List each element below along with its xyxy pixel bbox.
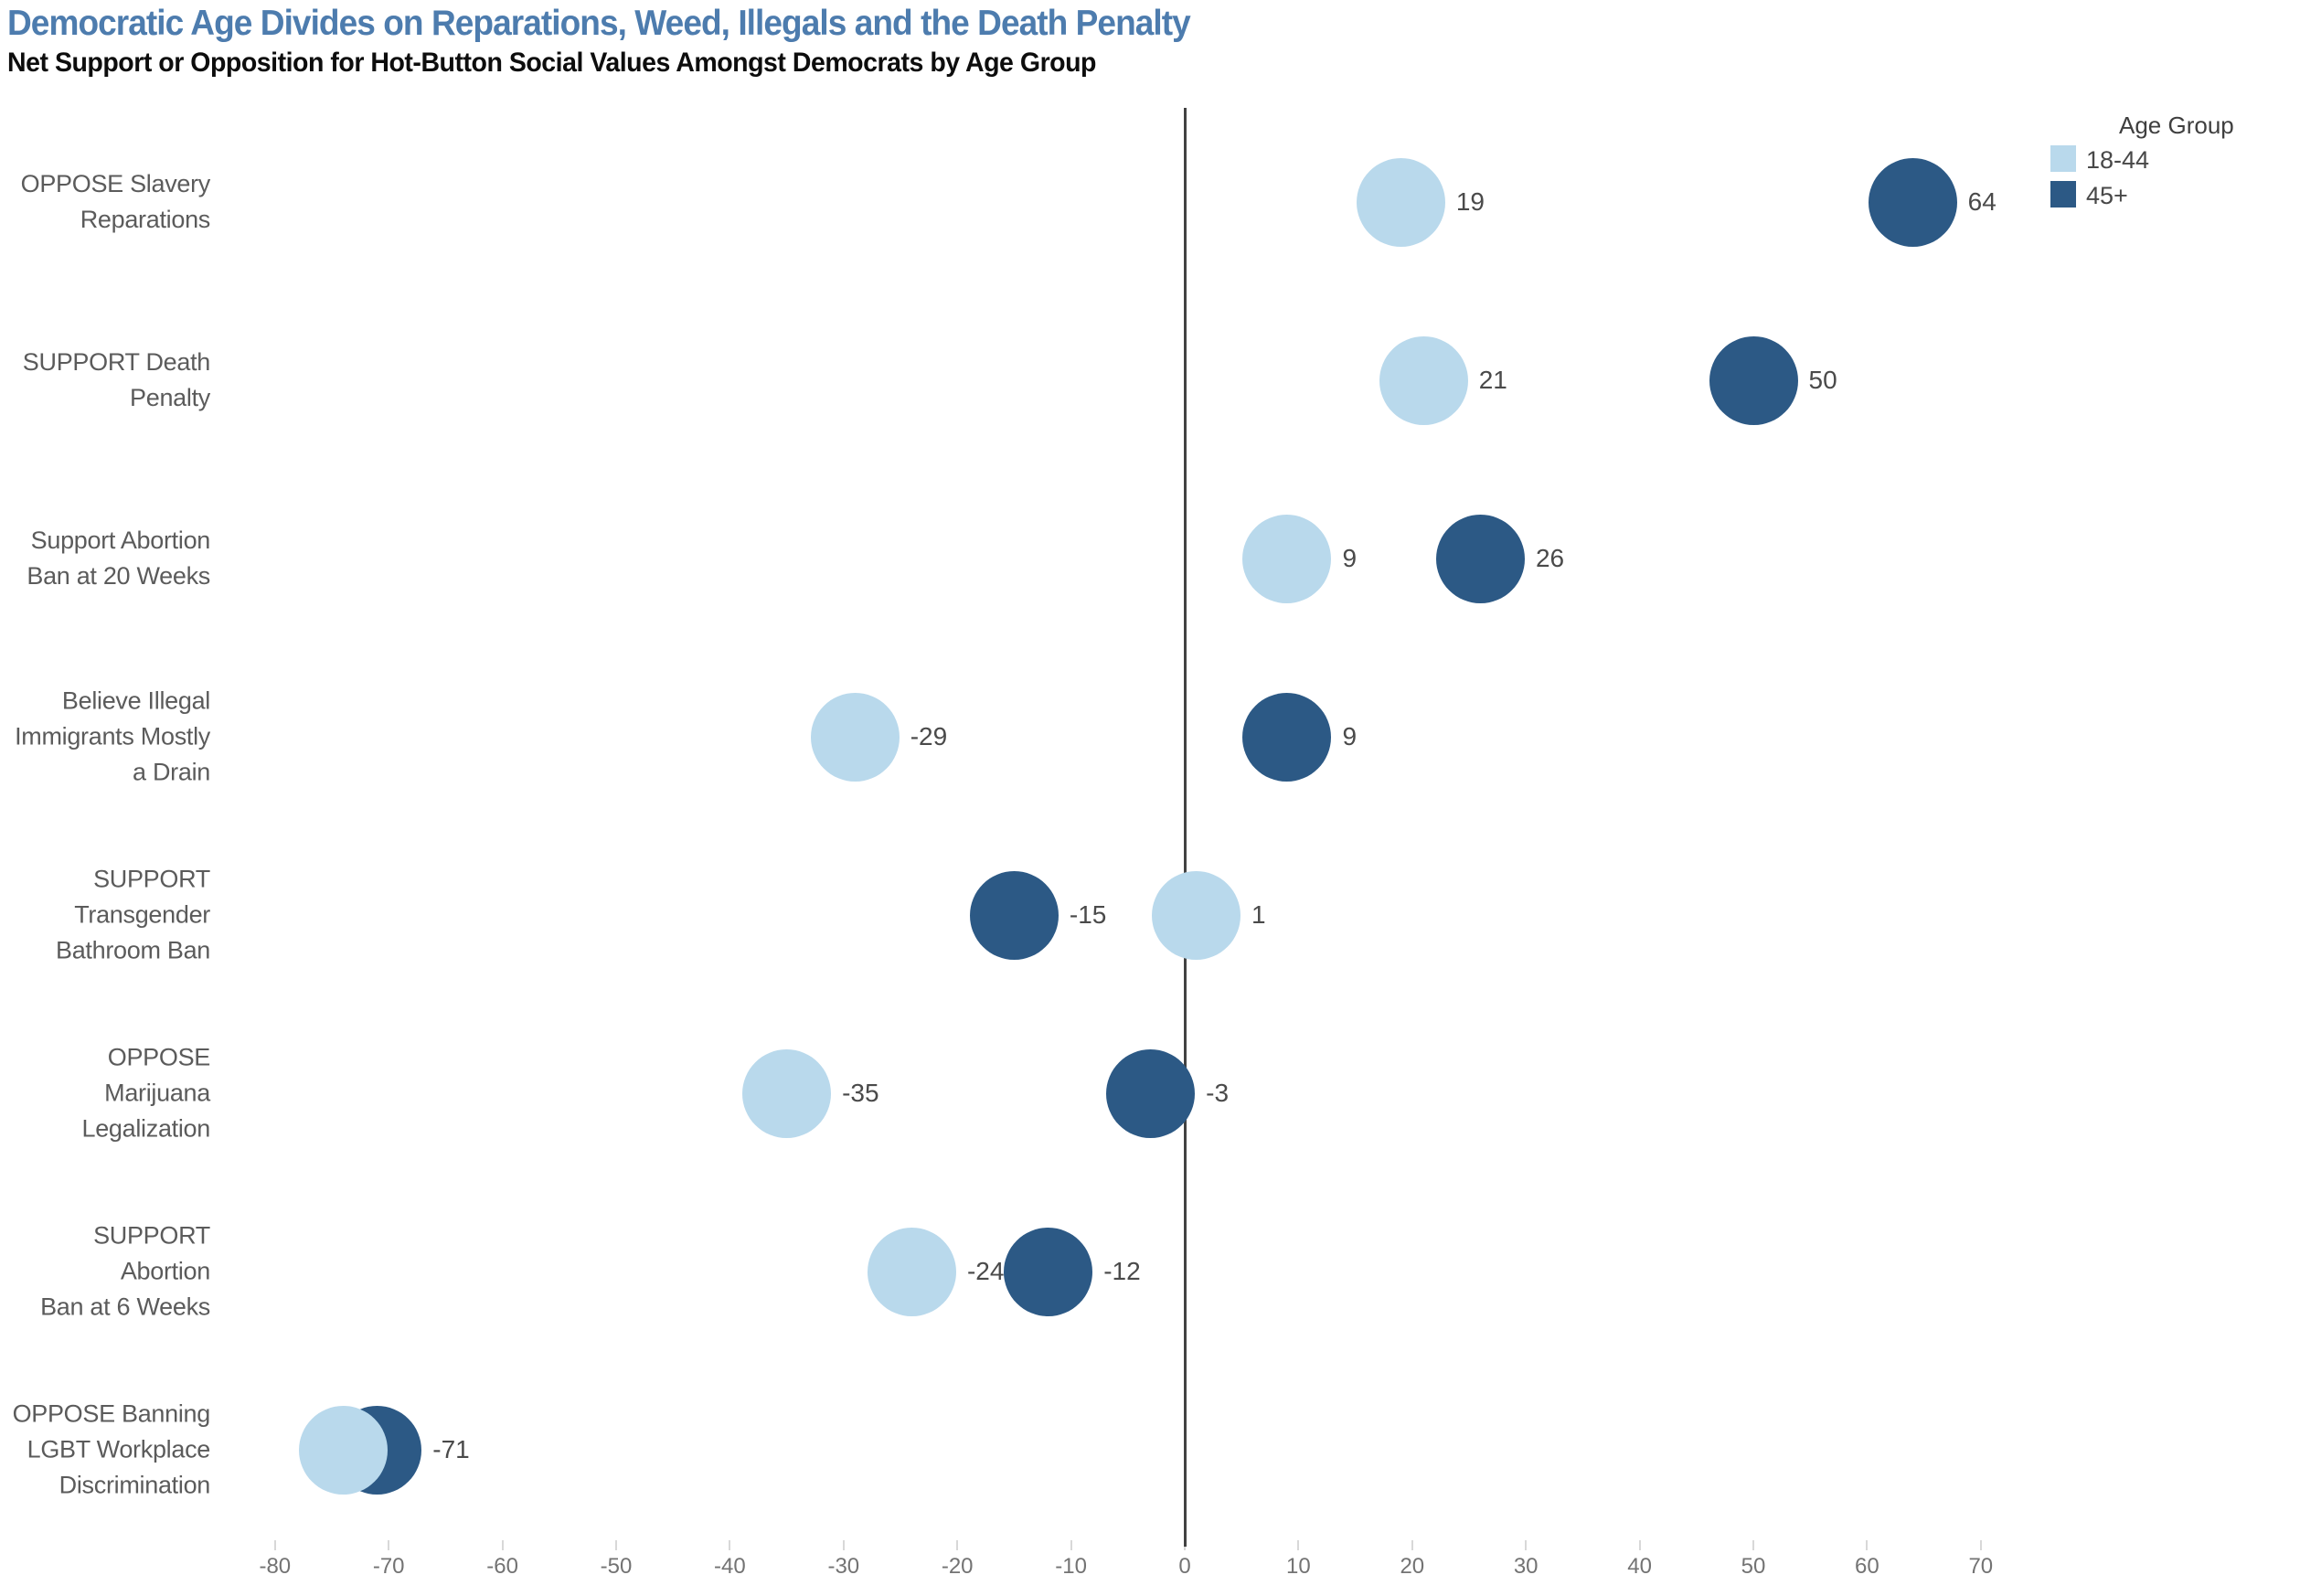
mark-circle-18-44[interactable] [1242, 514, 1332, 603]
mark-circle-45+[interactable] [1242, 692, 1332, 782]
category-label-line: Immigrants Mostly [15, 722, 210, 750]
x-axis-tick-label: -20 [941, 1554, 974, 1579]
category-label-line: OPPOSE Marijuana [104, 1043, 210, 1107]
category-label: OPPOSE Slavery Reparations [0, 166, 211, 238]
x-axis-tick [729, 1540, 731, 1550]
mark-circle-45+[interactable] [1868, 157, 1957, 247]
mark-circle-45+[interactable] [1106, 1048, 1196, 1138]
mark-circle-18-44[interactable] [1151, 870, 1241, 960]
category-label-line: OPPOSE Banning [12, 1399, 211, 1428]
category-label: SUPPORT Abortion Ban at 6 Weeks [0, 1218, 210, 1325]
mark-circle-45+[interactable] [1709, 335, 1798, 425]
category-label-line: Discrimination [59, 1471, 211, 1499]
value-label: -35 [842, 1079, 879, 1107]
x-axis-tick [1979, 1540, 1982, 1550]
x-axis-tick [1411, 1540, 1413, 1550]
category-label-line: Legalization [81, 1114, 210, 1143]
category-label-line: Transgender [74, 900, 210, 929]
value-label: -3 [1206, 1079, 1230, 1107]
value-label: -71 [432, 1435, 470, 1463]
legend-title: Age Group [2119, 112, 2234, 139]
mark-circle-45+[interactable] [969, 870, 1059, 960]
x-axis-tick [388, 1540, 390, 1550]
x-axis-tick-label: -50 [600, 1554, 633, 1579]
value-label: 21 [1478, 366, 1507, 394]
category-label-line: Penalty [130, 384, 210, 411]
x-axis-tick-label: 30 [1513, 1554, 1539, 1579]
mark-circle-18-44[interactable] [867, 1227, 956, 1316]
x-axis-tick-label: 0 [1178, 1554, 1191, 1579]
mark-circle-18-44[interactable] [810, 692, 900, 782]
x-axis-tick [615, 1540, 617, 1550]
value-label: -29 [910, 722, 948, 750]
category-label-line: SUPPORT [93, 865, 210, 893]
zero-axis-line [1183, 108, 1187, 1547]
value-label: 50 [1808, 366, 1837, 394]
category-label-line: OPPOSE Slavery [20, 170, 211, 197]
category-label: OPPOSE Marijuana Legalization [0, 1040, 210, 1147]
value-label: 1 [1251, 900, 1266, 929]
x-axis-tick [501, 1540, 504, 1550]
mark-circle-45+[interactable] [1435, 514, 1525, 603]
x-axis-tick-label: -70 [372, 1554, 405, 1579]
value-label: 9 [1342, 722, 1358, 750]
x-axis-tick-label: -80 [259, 1554, 292, 1579]
legend-swatch [2050, 145, 2076, 172]
category-label: Believe Illegal Immigrants Mostly a Drain [0, 684, 210, 791]
mark-circle-18-44[interactable] [1379, 335, 1468, 425]
category-label-line: Ban at 20 Weeks [27, 562, 210, 590]
x-axis-tick-label: -40 [714, 1554, 746, 1579]
mark-circle-18-44[interactable] [298, 1405, 388, 1495]
value-label: 9 [1342, 544, 1358, 572]
value-label: 64 [1967, 187, 1997, 216]
x-axis-tick [1752, 1540, 1754, 1550]
category-label-line: SUPPORT Death [22, 348, 211, 376]
category-label-line: LGBT Workplace [27, 1435, 211, 1463]
x-axis-tick-label: 10 [1286, 1554, 1311, 1579]
x-axis-tick [956, 1540, 959, 1550]
category-label: SUPPORT Transgender Bathroom Ban [0, 862, 210, 969]
category-label-line: SUPPORT Abortion [93, 1221, 210, 1285]
x-axis-tick [273, 1540, 276, 1550]
mark-circle-18-44[interactable] [1356, 157, 1445, 247]
x-axis-tick [1525, 1540, 1528, 1550]
value-label: -15 [1069, 900, 1107, 929]
value-label: 26 [1535, 544, 1565, 572]
x-axis-tick [1297, 1540, 1300, 1550]
x-axis-tick-label: -60 [486, 1554, 518, 1579]
chart-title: Democratic Age Divides on Reparations, W… [7, 4, 1191, 43]
chart-subtitle: Net Support or Opposition for Hot-Button… [7, 48, 1096, 78]
category-label-line: Bathroom Ban [56, 936, 210, 964]
mark-circle-45+[interactable] [1004, 1227, 1093, 1316]
value-label: -24 [966, 1257, 1005, 1285]
category-label-line: Ban at 6 Weeks [40, 1293, 210, 1321]
x-axis-tick [1070, 1540, 1072, 1550]
legend-label: 18-44 [2086, 146, 2150, 174]
x-axis-tick-label: 70 [1968, 1554, 1994, 1579]
x-axis-tick-label: 40 [1627, 1554, 1652, 1579]
x-axis-tick-label: 20 [1400, 1554, 1425, 1579]
value-label: -12 [1103, 1257, 1141, 1285]
x-axis-tick [1638, 1540, 1641, 1550]
mark-circle-18-44[interactable] [742, 1048, 832, 1138]
category-label-line: Support Abortion [30, 527, 211, 554]
value-label: 19 [1455, 187, 1485, 216]
x-axis-tick-label: -10 [1055, 1554, 1087, 1579]
legend-label: 45+ [2086, 182, 2128, 209]
category-label-line: Believe Illegal [61, 686, 210, 715]
legend-swatch [2050, 181, 2076, 207]
category-label: OPPOSE Banning LGBT Workplace Discriminati… [0, 1397, 211, 1504]
x-axis-tick-label: 60 [1855, 1554, 1879, 1579]
x-axis-tick-label: 50 [1741, 1554, 1766, 1579]
category-label-line: Reparations [80, 206, 211, 233]
category-label-line: a Drain [133, 758, 210, 786]
category-label: SUPPORT Death Penalty [0, 345, 211, 416]
x-axis-tick-label: -30 [827, 1554, 860, 1579]
x-axis-tick [1866, 1540, 1869, 1550]
x-axis-tick [842, 1540, 845, 1550]
category-label: Support Abortion Ban at 20 Weeks [0, 523, 210, 594]
